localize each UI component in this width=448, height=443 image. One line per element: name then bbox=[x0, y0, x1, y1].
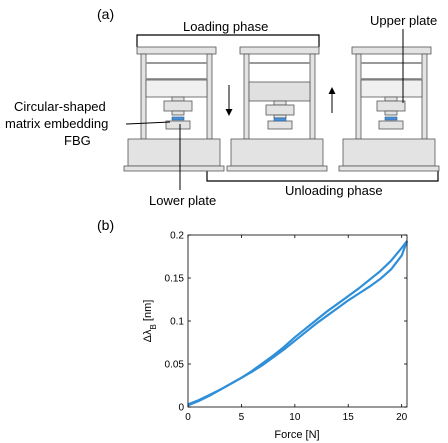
unloading-phase-label: Unloading phase bbox=[285, 183, 383, 198]
loading-phase-bracket bbox=[136, 34, 320, 47]
panel-b-label: (b) bbox=[97, 217, 115, 233]
plot-frame bbox=[187, 234, 408, 408]
sample-2 bbox=[273, 117, 287, 122]
x-tick-label: 20 bbox=[396, 412, 408, 423]
x-tick-label: 15 bbox=[343, 412, 355, 423]
matrix-label-line1: Circular-shaped bbox=[14, 99, 106, 114]
x-tick-label: 10 bbox=[289, 412, 301, 423]
panel-a-label: (a) bbox=[97, 6, 115, 22]
sample-1 bbox=[171, 116, 185, 121]
y-tick-label: 0.1 bbox=[170, 317, 184, 328]
unloading-curve bbox=[187, 240, 409, 407]
test-machine-3 bbox=[338, 46, 440, 172]
y-tick-label: 0 bbox=[178, 403, 184, 414]
down-arrow-icon bbox=[225, 85, 233, 116]
unloading-phase-bracket bbox=[206, 169, 439, 182]
sample-3 bbox=[384, 116, 398, 121]
matrix-label-line2: matrix embedding bbox=[5, 116, 109, 131]
loading-curve bbox=[187, 240, 408, 406]
test-machine-2 bbox=[226, 46, 328, 172]
y-tick-label: 0.2 bbox=[170, 231, 184, 242]
matrix-label-line3: FBG bbox=[64, 133, 91, 148]
test-machine-1 bbox=[123, 46, 225, 172]
x-tick-label: 0 bbox=[185, 412, 191, 423]
y-tick-label: 0.15 bbox=[165, 274, 185, 285]
lower-plate-label: Lower plate bbox=[149, 193, 217, 208]
x-axis-label: Force [N] bbox=[274, 429, 319, 441]
loading-schematic bbox=[123, 29, 440, 190]
y-tick-label: 0.05 bbox=[165, 360, 185, 371]
matrix-leader bbox=[125, 121, 171, 125]
x-tick-label: 5 bbox=[239, 412, 245, 423]
loading-phase-label: Loading phase bbox=[183, 19, 269, 34]
upper-plate-label: Upper plate bbox=[370, 13, 438, 28]
up-arrow-icon bbox=[328, 87, 336, 113]
y-axis-label: ΔλB [nm] bbox=[142, 300, 158, 343]
